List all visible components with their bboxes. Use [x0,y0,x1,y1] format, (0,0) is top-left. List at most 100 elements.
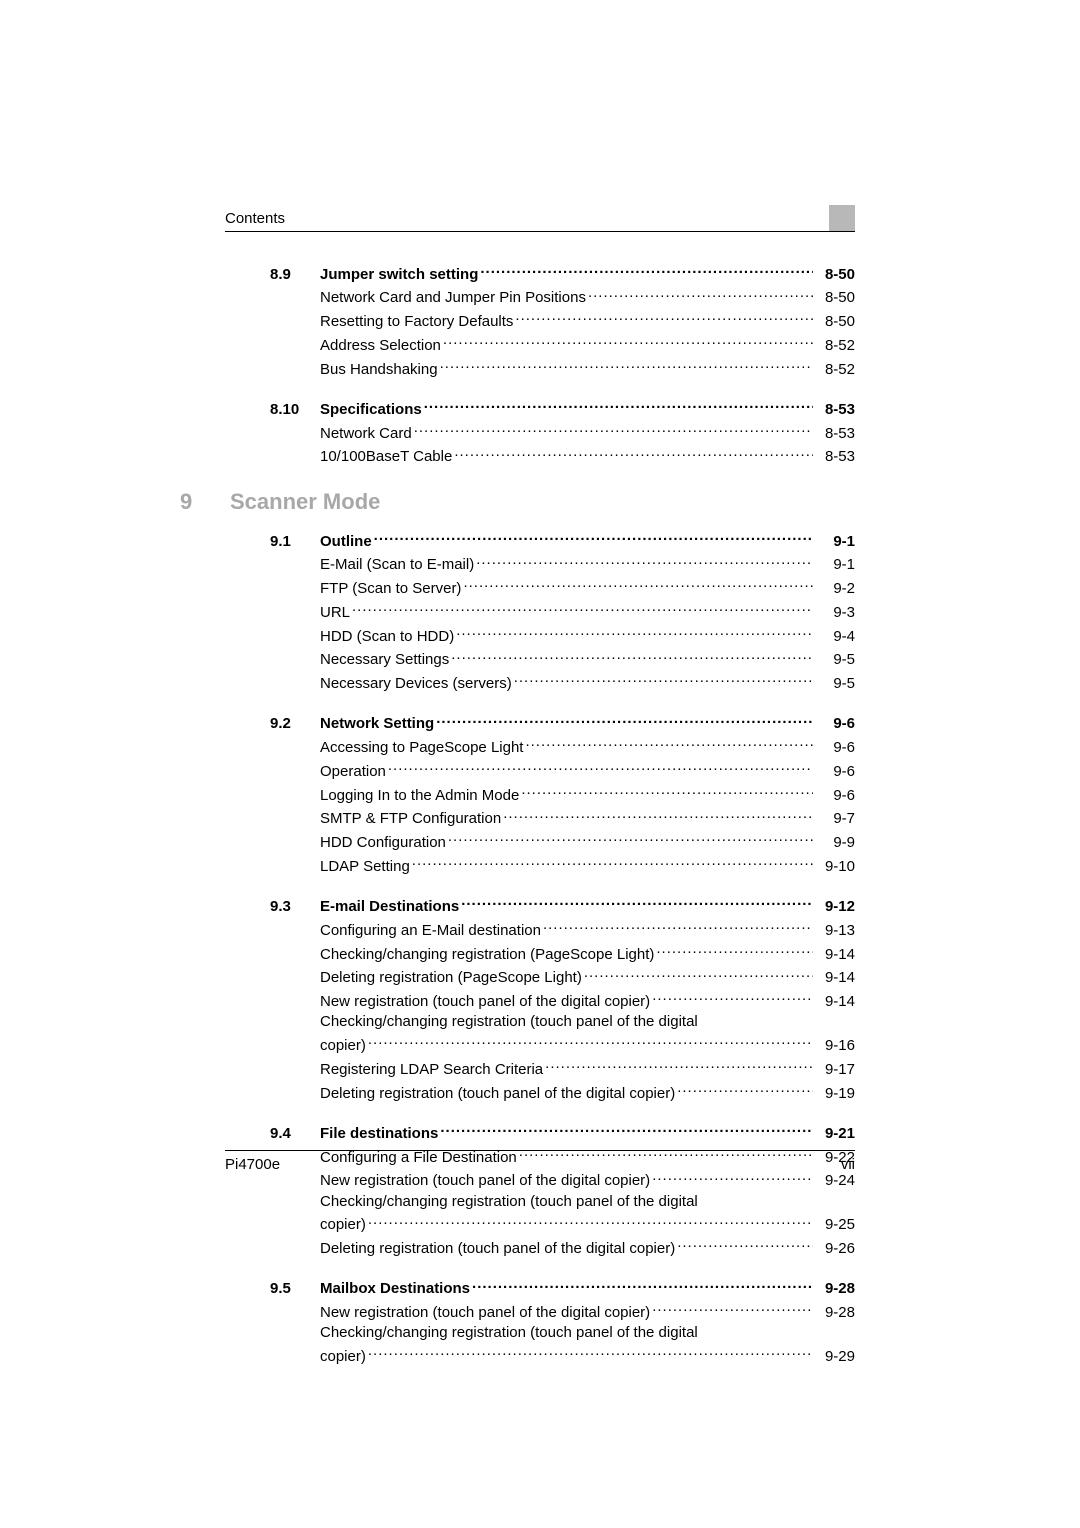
toc-leader-dots [451,648,813,665]
toc-section-number: 8.9 [270,266,320,285]
toc-item-line: Registering LDAP Search Criteria9-17 [225,1057,855,1079]
toc-page-ref: 9-17 [815,1061,855,1080]
document-page: Contents 8.9Jumper switch setting8-50Net… [0,0,1080,1528]
toc-section-number: 9.5 [270,1280,320,1299]
toc-section-line: 9.3E-mail Destinations 9-12 [225,895,855,917]
toc-page-ref: 8-52 [815,361,855,380]
toc-item-line: HDD Configuration9-9 [225,831,855,853]
toc-pre-chapter: 8.9Jumper switch setting8-50Network Card… [225,262,855,467]
chapter-title: Scanner Mode [230,489,380,515]
toc-leader-dots [368,1034,813,1051]
toc-item-line: SMTP & FTP Configuration9-7 [225,807,855,829]
toc-item-line-cont: copier)9-25 [225,1213,855,1235]
toc-text: Deleting registration (PageScope Light) [320,969,582,988]
toc-section-number: 9.1 [270,533,320,552]
toc-leader-dots [472,1277,813,1294]
toc-text: URL [320,604,350,623]
toc-leader-dots [352,600,813,617]
chapter-number: 9 [180,489,230,515]
toc-item-line: Logging In to the Admin Mode9-6 [225,783,855,805]
toc-item-line: E-Mail (Scan to E-mail) 9-1 [225,553,855,575]
toc-section: 8.10Specifications8-53Network Card8-5310… [225,397,855,467]
toc-text: File destinations [320,1125,438,1144]
toc-text: New registration (touch panel of the dig… [320,1304,650,1323]
toc-page-ref: 9-26 [815,1240,855,1259]
toc-leader-dots [584,966,813,983]
toc-page-ref: 9-10 [815,858,855,877]
footer-right: vii [841,1156,855,1173]
toc-page-ref: 9-1 [815,556,855,575]
toc-page-ref: 9-28 [815,1304,855,1323]
toc-leader-dots [521,783,813,800]
toc-text: New registration (touch panel of the dig… [320,993,650,1012]
toc-leader-dots [514,672,813,689]
toc-page-ref: 9-25 [815,1216,855,1235]
toc-page-ref: 9-5 [815,651,855,670]
content-area: Contents 8.9Jumper switch setting8-50Net… [225,205,855,1385]
header-box-icon [829,205,855,231]
toc-page-ref: 9-1 [815,533,855,552]
toc-leader-dots [463,577,813,594]
toc-item-line: Resetting to Factory Defaults8-50 [225,310,855,332]
toc-item-line: Network Card and Jumper Pin Positions8-5… [225,286,855,308]
toc-section-number: 9.3 [270,898,320,917]
toc-item-line: FTP (Scan to Server)9-2 [225,577,855,599]
toc-item-line: Address Selection8-52 [225,333,855,355]
toc-item-line: LDAP Setting 9-10 [225,854,855,876]
toc-page-ref: 8-50 [815,266,855,285]
toc-leader-dots [368,1345,813,1362]
toc-text: Resetting to Factory Defaults [320,313,513,332]
toc-page-ref: 9-21 [815,1125,855,1144]
toc-text: Logging In to the Admin Mode [320,787,519,806]
toc-text: HDD (Scan to HDD) [320,628,454,647]
toc-page-ref: 9-24 [815,1172,855,1191]
toc-text: FTP (Scan to Server) [320,580,461,599]
toc-leader-dots [443,333,813,350]
toc-section: 9.5Mailbox Destinations9-28New registrat… [225,1277,855,1367]
toc-leader-dots [588,286,813,303]
toc-leader-dots [414,421,813,438]
toc-section: 9.3E-mail Destinations9-12Configuring an… [225,895,855,1104]
toc-leader-dots [545,1057,813,1074]
toc-leader-dots [480,262,813,279]
toc-leader-dots [652,990,813,1007]
toc-leader-dots [440,357,813,374]
toc-leader-dots [440,1121,813,1138]
toc-section-line: 8.9Jumper switch setting8-50 [225,262,855,284]
toc-leader-dots [652,1301,813,1318]
toc-section: 9.4File destinations9-21Configuring a Fi… [225,1121,855,1259]
toc-section: 9.2Network Setting9-6Accessing to PageSc… [225,712,855,877]
footer-left: Pi4700e [225,1156,280,1173]
toc-text: E-mail Destinations [320,898,459,917]
toc-item-line: Network Card8-53 [225,421,855,443]
toc-chapter-sections: 9.1Outline 9-1 E-Mail (Scan to E-mail) 9-1 F… [225,529,855,1367]
toc-page-ref: 9-29 [815,1348,855,1367]
toc-leader-dots [476,553,813,570]
toc-text: LDAP Setting [320,858,410,877]
toc-leader-dots [525,736,813,753]
toc-page-ref: 8-53 [815,448,855,467]
toc-item-line-cont: copier) 9-16 [225,1034,855,1056]
toc-text: Network Card [320,425,412,444]
toc-item-line: Deleting registration (touch panel of th… [225,1237,855,1259]
toc-page-ref: 9-16 [815,1037,855,1056]
toc-item-line-cont: copier) 9-29 [225,1345,855,1367]
chapter-heading: 9 Scanner Mode [225,489,855,515]
toc-text: Operation [320,763,386,782]
toc-text: E-Mail (Scan to E-mail) [320,556,474,575]
toc-text: SMTP & FTP Configuration [320,810,501,829]
toc-leader-dots [515,310,813,327]
toc-text: Outline [320,533,372,552]
toc-text: Necessary Settings [320,651,449,670]
toc-item-line: Bus Handshaking 8-52 [225,357,855,379]
toc-page-ref: 9-12 [815,898,855,917]
toc-text: 10/100BaseT Cable [320,448,452,467]
toc-text: Bus Handshaking [320,361,438,380]
toc-page-ref: 8-50 [815,289,855,308]
toc-item-line: Checking/changing registration (touch pa… [320,1013,855,1032]
toc-text: Necessary Devices (servers) [320,675,512,694]
toc-text: copier) [320,1037,366,1056]
toc-item-line: Accessing to PageScope Light9-6 [225,736,855,758]
toc-leader-dots [461,895,813,912]
toc-text: copier) [320,1348,366,1367]
